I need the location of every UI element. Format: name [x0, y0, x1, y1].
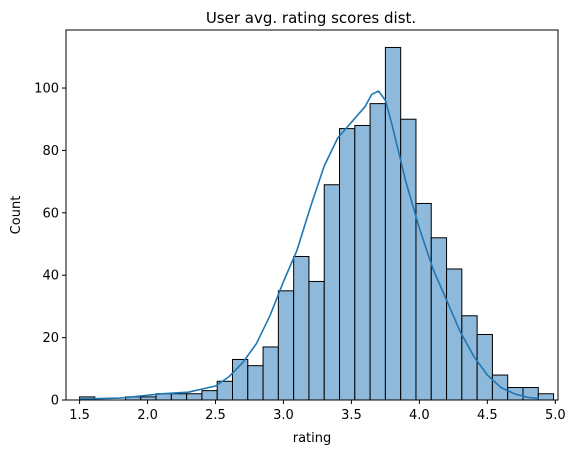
- y-tick-label: 40: [42, 269, 59, 284]
- y-tick-label: 20: [42, 331, 59, 346]
- y-tick-label: 100: [34, 82, 59, 97]
- x-axis-label: rating: [293, 431, 332, 446]
- y-axis-label: Count: [9, 196, 24, 235]
- y-tick-label: 60: [42, 206, 59, 221]
- histogram-bar: [400, 118, 417, 401]
- histogram-bar: [170, 393, 188, 401]
- x-tick-label: 2.5: [205, 408, 226, 423]
- x-tick-label: 3.5: [341, 408, 362, 423]
- histogram-bar: [537, 393, 555, 401]
- axes-frame: [65, 29, 559, 401]
- histogram-bar: [446, 268, 463, 401]
- histogram-bar: [384, 46, 402, 401]
- x-tick-label: 4.0: [409, 408, 430, 423]
- histogram-bar: [293, 255, 310, 401]
- histogram-bar: [354, 124, 371, 401]
- x-tick-label: 2.0: [137, 408, 158, 423]
- histogram-bar: [476, 333, 493, 401]
- histogram-bar: [323, 184, 341, 401]
- chart-title: User avg. rating scores dist.: [206, 9, 416, 27]
- histogram-bar: [415, 202, 432, 401]
- x-tick-label: 1.5: [69, 408, 90, 423]
- histogram-bar: [262, 346, 279, 401]
- bars-group: [79, 46, 555, 401]
- y-tick-label: 0: [51, 394, 59, 409]
- kde-group: [79, 90, 540, 400]
- x-tick-label: 5.0: [545, 408, 566, 423]
- x-tick-label: 3.0: [273, 408, 294, 423]
- histogram-bar: [430, 237, 448, 401]
- histogram-bar: [186, 393, 203, 401]
- y-tick-label: 80: [42, 144, 59, 159]
- y-ticks: 0 20 40 60 80 100: [34, 82, 66, 409]
- x-tick-label: 4.5: [477, 408, 498, 423]
- histogram-bar: [308, 280, 325, 401]
- kde-line: [79, 90, 540, 400]
- histogram-bar: [339, 128, 356, 401]
- histogram-bar: [277, 290, 295, 401]
- histogram-bar: [201, 390, 218, 401]
- histogram-bar: [369, 103, 386, 401]
- histogram-bar: [247, 365, 264, 401]
- x-ticks: 1.5 2.0 2.5 3.0 3.5 4.0 4.5 5.0: [69, 400, 566, 423]
